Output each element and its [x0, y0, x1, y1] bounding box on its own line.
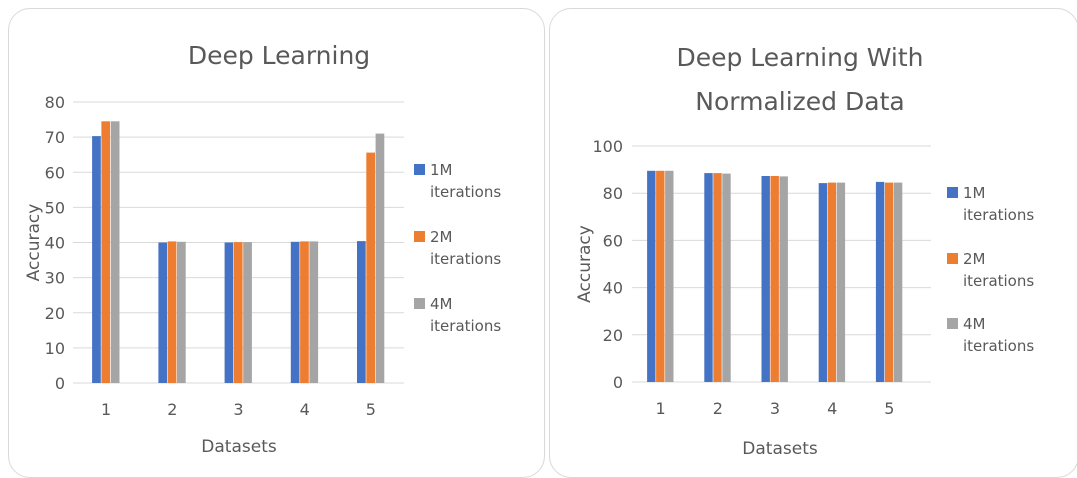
legend-label: iterations	[963, 337, 1034, 355]
legend-label: 1M	[430, 161, 453, 179]
bar	[893, 182, 903, 382]
legend-label: 1M	[963, 184, 986, 202]
bar	[243, 242, 252, 383]
y-tick-label: 20	[45, 304, 65, 323]
y-tick-label: 40	[45, 234, 65, 253]
y-tick-label: 0	[55, 374, 65, 393]
legend-label: iterations	[430, 183, 501, 201]
y-tick-label: 100	[592, 137, 623, 156]
legend-label: 2M	[430, 228, 453, 246]
bar	[224, 242, 234, 383]
bar	[177, 241, 186, 383]
bar	[300, 241, 309, 383]
chart-title-line: Normalized Data	[695, 87, 904, 116]
chart-panel-deep-learning: Deep Learning 0 10 20 30 40 50 60 70 80 1 2 3 4 5 Datas…	[8, 8, 545, 478]
bar	[158, 242, 168, 383]
bar	[704, 173, 713, 382]
bar	[779, 176, 788, 382]
x-tick-label: 5	[366, 400, 376, 419]
bar	[770, 176, 779, 382]
x-tick-label: 3	[770, 399, 780, 418]
x-tick-label: 2	[713, 399, 723, 418]
bar	[818, 183, 828, 382]
y-tick-label: 60	[45, 163, 65, 182]
legend-label: 4M	[963, 315, 986, 333]
bar	[827, 182, 837, 382]
chart-title-line: Deep Learning	[188, 41, 370, 70]
bar	[110, 121, 120, 384]
bar	[647, 170, 656, 382]
bar	[713, 173, 722, 382]
bar	[722, 173, 731, 382]
y-tick-label: 80	[603, 184, 623, 203]
y-tick-label: 30	[45, 269, 65, 288]
legend-swatch	[414, 298, 425, 309]
x-tick-label: 1	[101, 400, 111, 419]
y-tick-label: 40	[603, 279, 623, 298]
bar	[290, 241, 300, 383]
bar	[309, 241, 319, 383]
y-tick-label: 20	[603, 326, 623, 345]
legend-label: 4M	[430, 295, 453, 313]
x-tick-label: 1	[656, 399, 666, 418]
legend-swatch	[947, 187, 958, 198]
y-tick-label: 80	[45, 93, 65, 112]
bar	[884, 182, 894, 382]
legend-swatch	[947, 253, 958, 264]
bar	[656, 170, 665, 382]
y-axis-label: Accuracy	[575, 225, 595, 303]
bar	[101, 121, 111, 384]
chart-title-line: Deep Learning With	[676, 43, 923, 72]
bar	[665, 170, 674, 382]
y-tick-label: 60	[603, 231, 623, 250]
x-tick-label: 2	[167, 400, 177, 419]
bar	[366, 152, 375, 383]
bar	[761, 176, 770, 382]
chart-svg-deep-learning-normalized: Deep Learning With Normalized Data 0 20 40 60…	[575, 43, 1034, 459]
bar	[92, 136, 101, 383]
legend-label: iterations	[963, 206, 1034, 224]
x-axis-label: Datasets	[201, 437, 277, 457]
legend-label: iterations	[963, 272, 1034, 290]
legend-swatch	[414, 164, 425, 175]
bar	[167, 241, 177, 383]
y-tick-label: 0	[613, 373, 623, 392]
y-axis-label: Accuracy	[24, 204, 44, 282]
legend-swatch	[947, 318, 958, 329]
chart-panel-deep-learning-normalized: Deep Learning With Normalized Data 0 20 40 60…	[549, 8, 1077, 478]
y-tick-label: 70	[45, 128, 65, 147]
legend-label: iterations	[430, 317, 501, 335]
x-tick-label: 3	[233, 400, 243, 419]
y-tick-label: 10	[45, 339, 65, 358]
x-axis-label: Datasets	[742, 439, 818, 459]
bar	[233, 242, 243, 383]
legend-label: 2M	[963, 250, 986, 268]
x-tick-label: 4	[300, 400, 310, 419]
x-tick-label: 5	[884, 399, 894, 418]
bar	[375, 133, 385, 383]
legend-label: iterations	[430, 250, 501, 268]
bar	[357, 241, 366, 383]
chart-svg-deep-learning: Deep Learning 0 10 20 30 40 50 60 70 80 1 2 3 4 5 Datas…	[24, 41, 501, 457]
y-tick-label: 50	[45, 198, 65, 217]
x-tick-label: 4	[827, 399, 837, 418]
legend-swatch	[414, 231, 425, 242]
bar	[836, 182, 846, 382]
bar	[875, 181, 885, 382]
